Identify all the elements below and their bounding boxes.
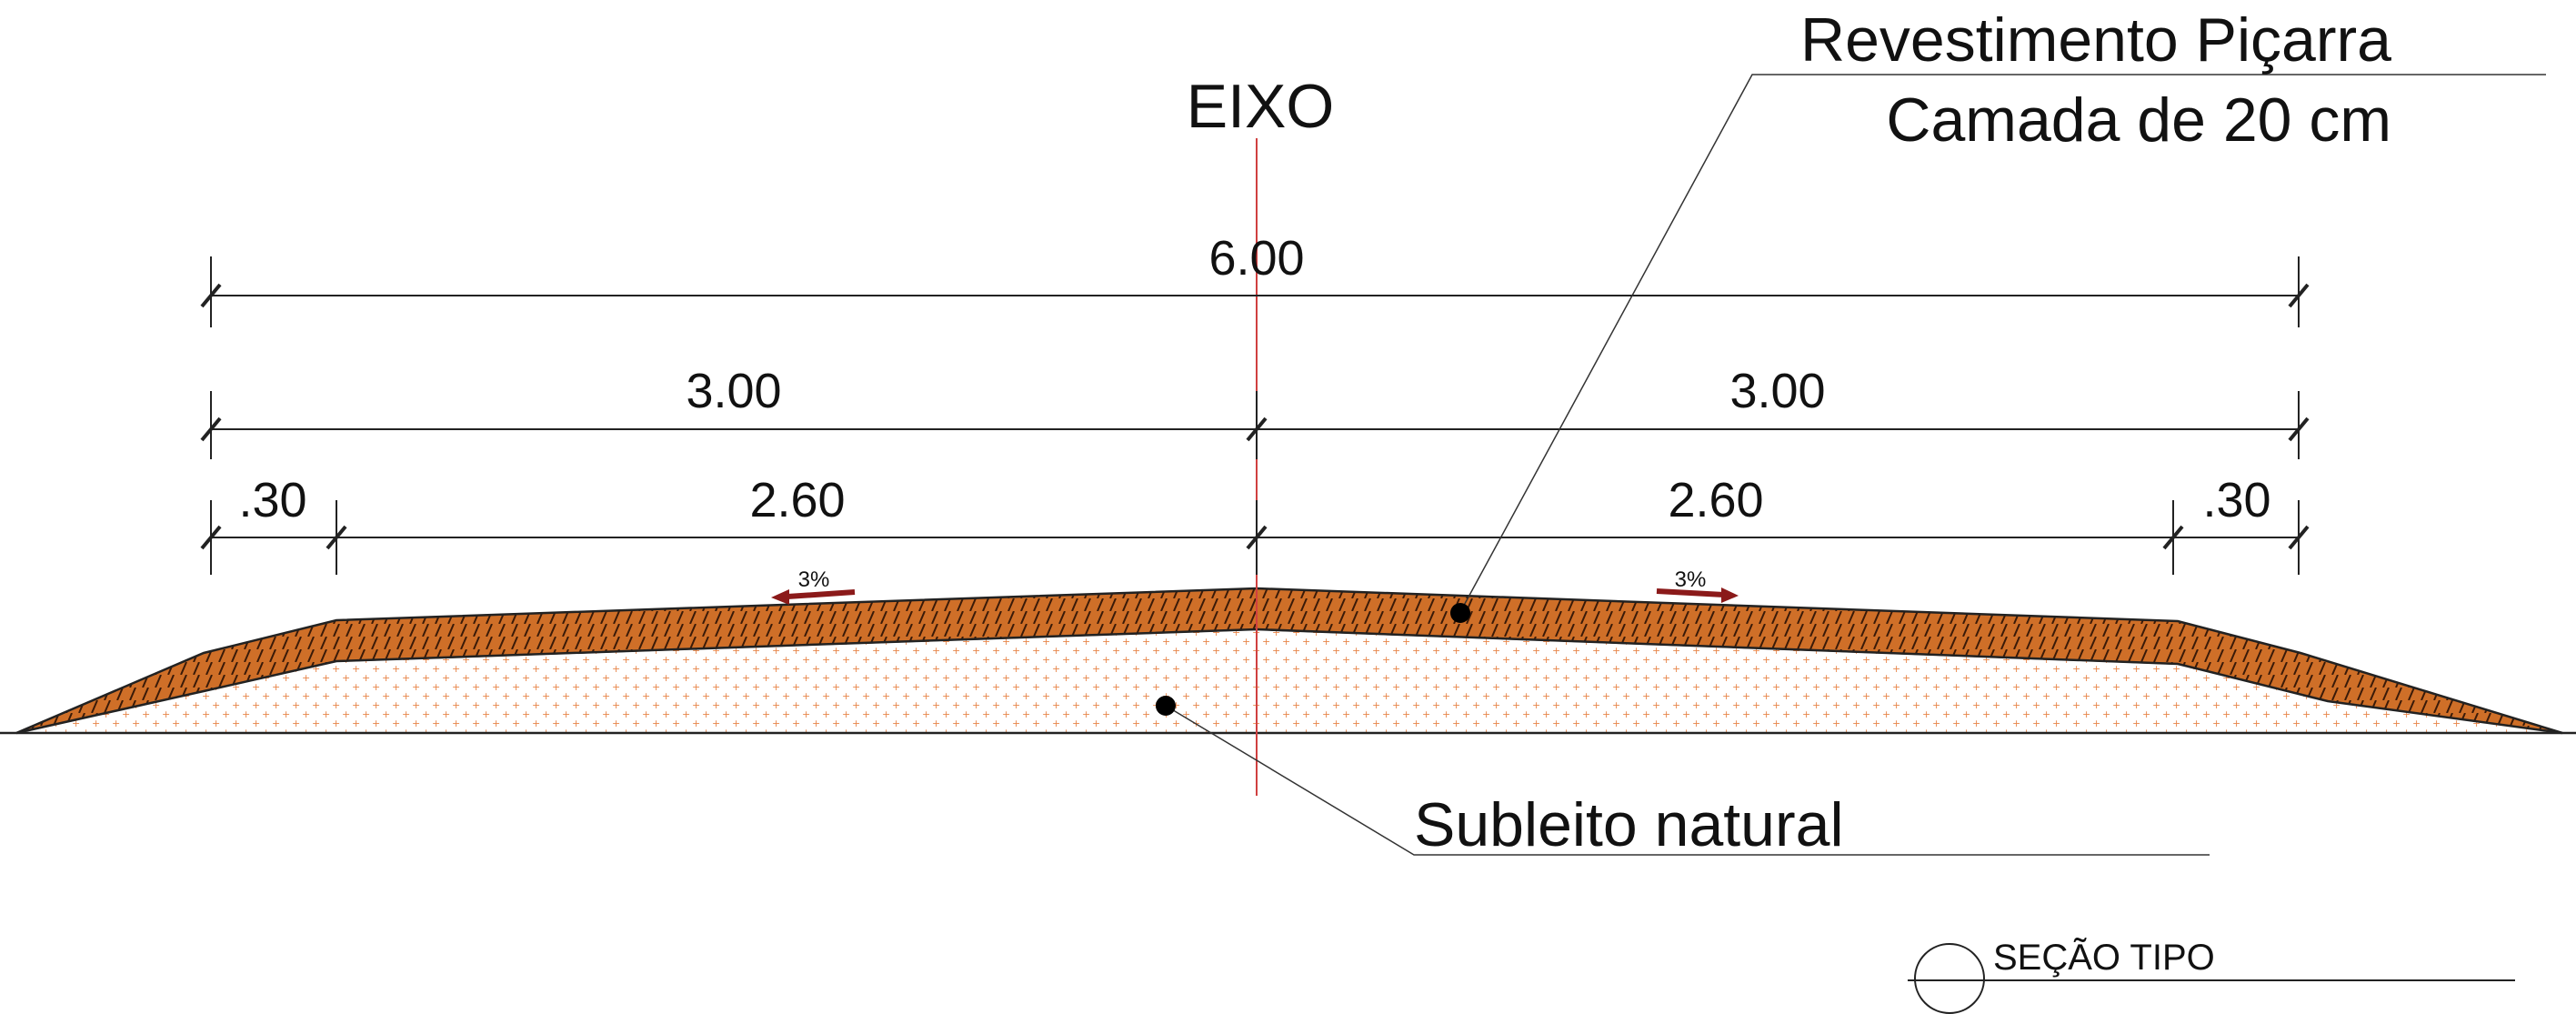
dimension-shoulder-left-label: .30 xyxy=(238,473,306,527)
dimension-half-left-label: 3.00 xyxy=(686,364,781,418)
dimension-lane-right-label: 2.60 xyxy=(1668,473,1763,527)
slope-left-label: 3% xyxy=(798,567,830,592)
surface-leader xyxy=(1459,74,2546,613)
dimension-halves xyxy=(200,391,2310,459)
section-title-symbol xyxy=(1908,943,2515,1014)
dimension-lane-left-label: 2.60 xyxy=(749,473,845,527)
slope-arrow-right xyxy=(1656,587,1739,603)
dimension-total-label: 6.00 xyxy=(1208,231,1304,286)
slope-arrow-left xyxy=(771,589,856,605)
subgrade-label: Subleito natural xyxy=(1414,790,1844,859)
surface-label-line1: Revestimento Piçarra xyxy=(1800,5,2391,75)
axis-label: EIXO xyxy=(1187,72,1335,141)
subgrade-leader xyxy=(1165,705,2210,856)
dimension-shoulder-right-label: .30 xyxy=(2202,473,2270,527)
dimension-total xyxy=(200,256,2310,327)
subgrade-leader-dot xyxy=(1156,696,1176,716)
dimension-lanes xyxy=(200,500,2310,575)
surface-leader-dot xyxy=(1450,603,1470,623)
surface-label-line2: Camada de 20 cm xyxy=(1886,85,2391,155)
slope-right-label: 3% xyxy=(1675,567,1707,592)
dimension-half-right-label: 3.00 xyxy=(1729,364,1825,418)
section-title: SEÇÃO TIPO xyxy=(1993,937,2215,978)
